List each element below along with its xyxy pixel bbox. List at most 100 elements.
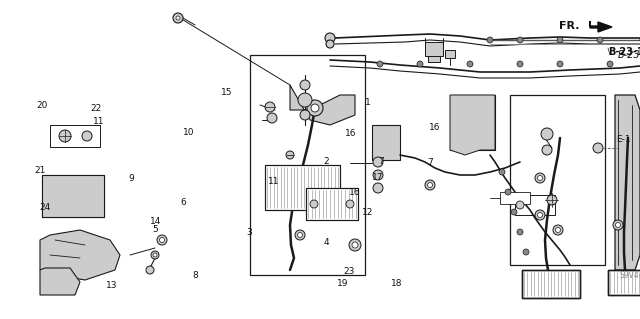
Circle shape xyxy=(516,201,524,209)
Circle shape xyxy=(593,143,603,153)
Bar xyxy=(265,165,340,210)
Bar xyxy=(608,270,640,295)
Circle shape xyxy=(353,243,357,247)
Circle shape xyxy=(597,37,603,43)
Circle shape xyxy=(176,16,180,20)
Circle shape xyxy=(267,113,277,123)
Circle shape xyxy=(352,242,358,248)
Circle shape xyxy=(146,266,154,274)
Circle shape xyxy=(517,229,523,235)
Circle shape xyxy=(310,200,318,208)
Bar xyxy=(608,270,640,295)
Circle shape xyxy=(300,80,310,90)
Polygon shape xyxy=(590,21,612,32)
Circle shape xyxy=(346,200,354,208)
Text: 19: 19 xyxy=(337,279,348,288)
Circle shape xyxy=(523,249,529,255)
Circle shape xyxy=(326,40,334,48)
Text: E-1: E-1 xyxy=(616,136,630,145)
Circle shape xyxy=(59,130,71,142)
Circle shape xyxy=(300,110,310,120)
Circle shape xyxy=(417,61,423,67)
Bar xyxy=(50,125,100,147)
Circle shape xyxy=(153,253,157,257)
Text: 10: 10 xyxy=(183,128,195,137)
Text: 22: 22 xyxy=(90,104,102,113)
Text: 11: 11 xyxy=(268,177,280,186)
Text: 17: 17 xyxy=(372,173,383,182)
Text: 21: 21 xyxy=(34,166,45,175)
Bar xyxy=(265,165,340,210)
Circle shape xyxy=(82,131,92,141)
Text: 2: 2 xyxy=(324,157,329,166)
Text: 11: 11 xyxy=(93,117,105,126)
Text: S9V4-B2300A: S9V4-B2300A xyxy=(620,271,640,279)
Polygon shape xyxy=(40,268,80,295)
Bar xyxy=(428,56,440,62)
Text: 4: 4 xyxy=(324,238,329,247)
Circle shape xyxy=(557,61,563,67)
Bar xyxy=(42,175,104,217)
Circle shape xyxy=(616,222,621,227)
Bar xyxy=(450,95,495,150)
Text: 20: 20 xyxy=(36,101,47,110)
Circle shape xyxy=(467,61,473,67)
Text: 14: 14 xyxy=(150,217,161,226)
Bar xyxy=(445,50,455,58)
Text: 24: 24 xyxy=(39,203,51,212)
Text: 16: 16 xyxy=(349,189,361,197)
Circle shape xyxy=(538,175,543,181)
Circle shape xyxy=(538,212,543,218)
Text: 16: 16 xyxy=(429,123,441,132)
Circle shape xyxy=(159,238,164,242)
Circle shape xyxy=(373,183,383,193)
Text: 7: 7 xyxy=(378,157,383,166)
Circle shape xyxy=(541,128,553,140)
Circle shape xyxy=(487,37,493,43)
Circle shape xyxy=(613,220,623,230)
Bar xyxy=(515,195,555,215)
Bar xyxy=(306,188,358,220)
Circle shape xyxy=(499,169,505,175)
Text: 15: 15 xyxy=(221,88,233,97)
Circle shape xyxy=(547,195,557,205)
Text: 8: 8 xyxy=(193,271,198,280)
Circle shape xyxy=(151,251,159,259)
Circle shape xyxy=(556,227,561,233)
Circle shape xyxy=(298,233,303,238)
Polygon shape xyxy=(40,230,120,280)
Circle shape xyxy=(535,210,545,220)
Circle shape xyxy=(607,61,613,67)
Text: 9: 9 xyxy=(129,174,134,183)
Text: 18: 18 xyxy=(391,279,403,288)
Circle shape xyxy=(157,235,167,245)
Bar xyxy=(425,42,443,56)
Circle shape xyxy=(428,182,433,188)
Circle shape xyxy=(373,170,383,180)
Circle shape xyxy=(325,33,335,43)
Text: 3: 3 xyxy=(247,228,252,237)
Text: 16: 16 xyxy=(345,130,356,138)
Polygon shape xyxy=(615,95,640,270)
Polygon shape xyxy=(450,95,495,155)
Bar xyxy=(522,270,580,298)
Text: 13: 13 xyxy=(106,281,118,290)
Text: FR.: FR. xyxy=(559,21,580,31)
Circle shape xyxy=(511,209,517,215)
Text: 23: 23 xyxy=(343,267,355,276)
Bar xyxy=(522,270,580,298)
Circle shape xyxy=(265,102,275,112)
Bar xyxy=(500,192,530,204)
Text: 7: 7 xyxy=(428,158,433,167)
Circle shape xyxy=(553,225,563,235)
Circle shape xyxy=(307,100,323,116)
Circle shape xyxy=(535,173,545,183)
Circle shape xyxy=(377,61,383,67)
Text: B-23-15: B-23-15 xyxy=(618,50,640,60)
Circle shape xyxy=(295,230,305,240)
Circle shape xyxy=(173,13,183,23)
Circle shape xyxy=(542,145,552,155)
Circle shape xyxy=(505,189,511,195)
Bar xyxy=(372,125,400,160)
Text: 12: 12 xyxy=(362,208,374,217)
